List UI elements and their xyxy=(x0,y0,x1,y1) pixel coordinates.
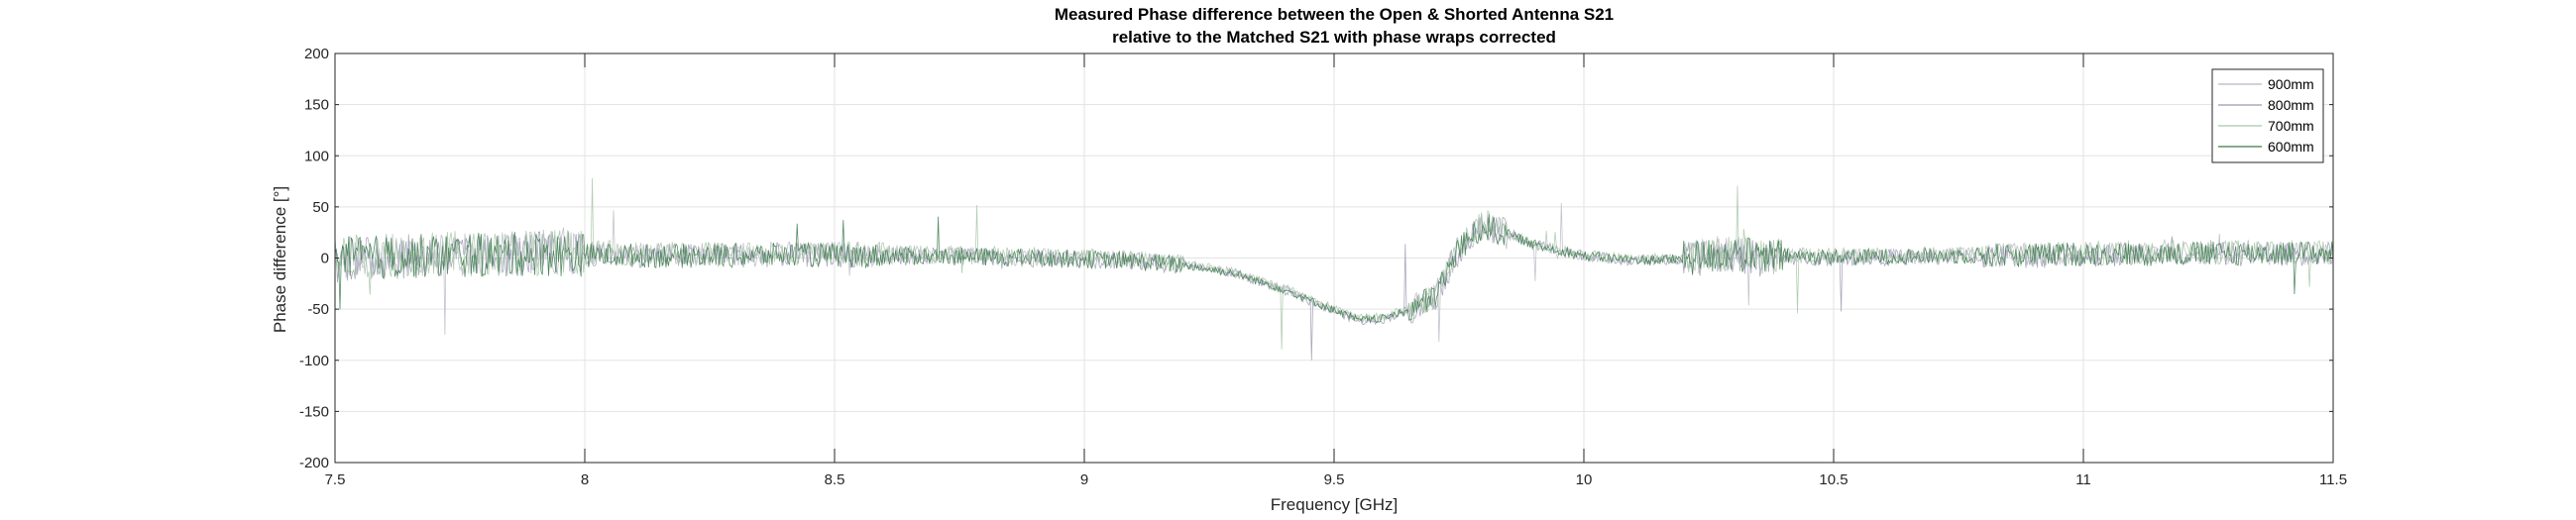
y-tick-label: -100 xyxy=(299,353,329,369)
series-line-800mm xyxy=(334,214,2334,361)
x-tick-label: 10.5 xyxy=(1819,471,1848,488)
legend: 900mm 800mm 700mm 600mm xyxy=(2211,68,2324,163)
x-tick-label: 8.5 xyxy=(825,471,845,488)
x-tick-label: 9.5 xyxy=(1324,471,1345,488)
chart-title-line-1: Measured Phase difference between the Op… xyxy=(1055,5,1614,24)
x-tick-label: 9 xyxy=(1080,471,1088,488)
y-tick-label: 100 xyxy=(304,148,329,164)
x-tick-label: 7.5 xyxy=(325,471,346,488)
y-axis-label: Phase difference [°] xyxy=(271,186,289,333)
legend-label-600mm: 600mm xyxy=(2268,139,2314,155)
x-tick-label: 8 xyxy=(581,471,589,488)
y-tick-label: 150 xyxy=(304,97,329,114)
legend-label-700mm: 700mm xyxy=(2268,118,2314,134)
x-tick-label: 11.5 xyxy=(2319,471,2347,488)
x-tick-label: 10 xyxy=(1576,471,1593,488)
y-tick-label: -200 xyxy=(299,455,329,471)
series-line-900mm xyxy=(334,202,2334,343)
y-tick-label: 50 xyxy=(312,199,329,216)
legend-label-900mm: 900mm xyxy=(2268,76,2314,92)
plot-area: 7.5 8 8.5 9 9.5 10 10.5 11 11.5 -200 -150 -100 -50 0 5… xyxy=(299,46,2347,488)
chart-title-line-2: relative to the Matched S21 with phase w… xyxy=(1112,28,1556,47)
x-tick-label: 11 xyxy=(2075,471,2091,488)
y-tick-label: -150 xyxy=(299,403,329,420)
y-tick-label: 200 xyxy=(304,46,329,62)
y-tick-label: 0 xyxy=(321,251,329,267)
y-tick-label: -50 xyxy=(307,301,329,318)
legend-label-800mm: 800mm xyxy=(2268,97,2314,113)
series-line-600mm xyxy=(334,214,2334,324)
x-axis-label: Frequency [GHz] xyxy=(1271,495,1399,514)
